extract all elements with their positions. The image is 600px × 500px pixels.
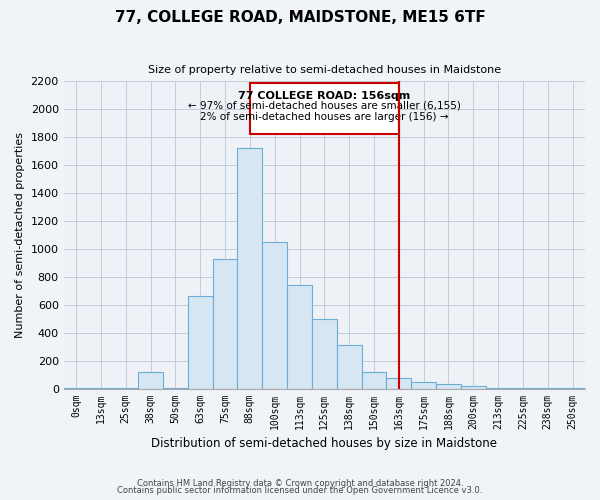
Bar <box>287 285 312 389</box>
Bar <box>386 378 411 388</box>
Text: ← 97% of semi-detached houses are smaller (6,155): ← 97% of semi-detached houses are smalle… <box>188 101 461 111</box>
Y-axis label: Number of semi-detached properties: Number of semi-detached properties <box>15 132 25 338</box>
Bar <box>238 148 262 388</box>
Text: 2% of semi-detached houses are larger (156) →: 2% of semi-detached houses are larger (1… <box>200 112 449 122</box>
Bar <box>312 318 337 388</box>
Text: 77 COLLEGE ROAD: 156sqm: 77 COLLEGE ROAD: 156sqm <box>238 91 410 101</box>
Text: Contains public sector information licensed under the Open Government Licence v3: Contains public sector information licen… <box>118 486 482 495</box>
X-axis label: Distribution of semi-detached houses by size in Maidstone: Distribution of semi-detached houses by … <box>151 437 497 450</box>
Bar <box>188 296 212 388</box>
Title: Size of property relative to semi-detached houses in Maidstone: Size of property relative to semi-detach… <box>148 65 501 75</box>
Bar <box>362 372 386 388</box>
Bar <box>461 386 485 388</box>
Bar <box>262 242 287 388</box>
Text: 77, COLLEGE ROAD, MAIDSTONE, ME15 6TF: 77, COLLEGE ROAD, MAIDSTONE, ME15 6TF <box>115 10 485 25</box>
Bar <box>337 346 362 389</box>
FancyBboxPatch shape <box>250 82 399 134</box>
Bar <box>436 384 461 388</box>
Bar <box>212 258 238 388</box>
Bar <box>138 372 163 388</box>
Text: Contains HM Land Registry data © Crown copyright and database right 2024.: Contains HM Land Registry data © Crown c… <box>137 478 463 488</box>
Bar <box>411 382 436 388</box>
